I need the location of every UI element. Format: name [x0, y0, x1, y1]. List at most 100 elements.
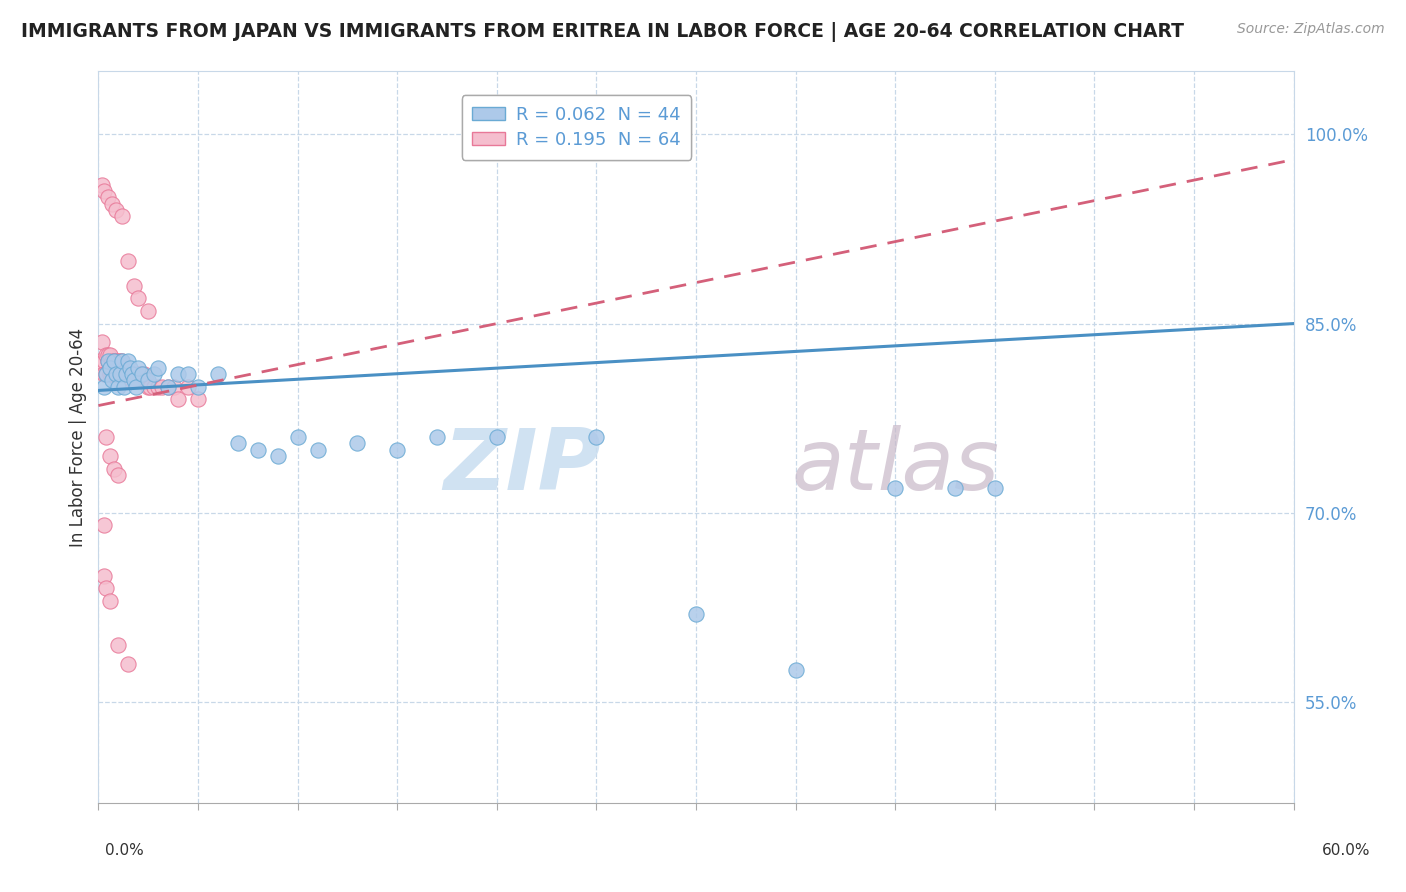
Text: 60.0%: 60.0%	[1323, 843, 1371, 858]
Point	[93, 569, 115, 583]
Point	[96, 348, 118, 362]
Point	[124, 278, 146, 293]
Point	[135, 373, 157, 387]
Point	[110, 354, 132, 368]
Point	[136, 373, 159, 387]
Point	[103, 367, 125, 381]
Point	[246, 442, 269, 457]
Point	[93, 379, 115, 393]
Point	[163, 379, 186, 393]
Point	[101, 367, 124, 381]
Point	[121, 373, 143, 387]
Point	[112, 360, 135, 375]
Point	[485, 430, 508, 444]
Point	[111, 210, 134, 224]
Point	[96, 367, 118, 381]
Point	[110, 360, 132, 375]
Point	[107, 360, 129, 375]
Point	[98, 449, 122, 463]
Point	[143, 367, 166, 381]
Text: ZIP: ZIP	[443, 425, 600, 508]
Point	[177, 367, 200, 381]
Point	[91, 178, 114, 192]
Point	[107, 354, 129, 368]
Y-axis label: In Labor Force | Age 20-64: In Labor Force | Age 20-64	[69, 327, 87, 547]
Point	[124, 373, 146, 387]
Point	[287, 430, 309, 444]
Point	[101, 196, 124, 211]
Point	[187, 379, 209, 393]
Point	[97, 354, 120, 368]
Point	[167, 367, 190, 381]
Point	[385, 442, 409, 457]
Point	[107, 638, 129, 652]
Point	[93, 184, 115, 198]
Point	[93, 354, 115, 368]
Point	[98, 594, 122, 608]
Point	[139, 379, 162, 393]
Point	[120, 367, 142, 381]
Point	[98, 360, 122, 375]
Point	[125, 367, 148, 381]
Point	[89, 354, 111, 368]
Text: atlas: atlas	[792, 425, 1000, 508]
Point	[136, 379, 159, 393]
Point	[111, 367, 134, 381]
Point	[111, 354, 134, 368]
Point	[127, 360, 149, 375]
Point	[167, 392, 190, 407]
Point	[226, 436, 249, 450]
Point	[127, 367, 149, 381]
Point	[107, 467, 129, 482]
Point	[117, 367, 139, 381]
Point	[148, 379, 170, 393]
Point	[96, 430, 118, 444]
Point	[150, 379, 173, 393]
Point	[120, 360, 142, 375]
Point	[1143, 890, 1166, 892]
Point	[105, 367, 128, 381]
Point	[685, 607, 707, 621]
Point	[105, 367, 128, 381]
Point	[91, 335, 114, 350]
Point	[101, 354, 124, 368]
Point	[105, 354, 128, 368]
Point	[984, 481, 1007, 495]
Point	[943, 481, 966, 495]
Point	[1063, 890, 1085, 892]
Point	[125, 379, 148, 393]
Legend: R = 0.062  N = 44, R = 0.195  N = 64: R = 0.062 N = 44, R = 0.195 N = 64	[461, 95, 692, 160]
Point	[98, 348, 122, 362]
Point	[101, 373, 124, 387]
Point	[103, 354, 125, 368]
Point	[110, 367, 132, 381]
Point	[207, 367, 229, 381]
Point	[346, 436, 368, 450]
Point	[267, 449, 290, 463]
Point	[148, 360, 170, 375]
Point	[177, 379, 200, 393]
Point	[117, 354, 139, 368]
Point	[105, 203, 128, 218]
Point	[103, 354, 125, 368]
Point	[157, 379, 180, 393]
Point	[307, 442, 329, 457]
Point	[93, 518, 115, 533]
Point	[117, 253, 139, 268]
Point	[97, 354, 120, 368]
Point	[96, 367, 118, 381]
Point	[107, 379, 129, 393]
Point	[112, 379, 135, 393]
Point	[121, 367, 143, 381]
Point	[157, 379, 180, 393]
Point	[124, 367, 146, 381]
Point	[585, 430, 607, 444]
Text: 0.0%: 0.0%	[105, 843, 145, 858]
Point	[884, 481, 907, 495]
Text: IMMIGRANTS FROM JAPAN VS IMMIGRANTS FROM ERITREA IN LABOR FORCE | AGE 20-64 CORR: IMMIGRANTS FROM JAPAN VS IMMIGRANTS FROM…	[21, 22, 1184, 42]
Point	[143, 379, 166, 393]
Point	[134, 367, 156, 381]
Point	[785, 664, 807, 678]
Point	[127, 291, 149, 305]
Point	[129, 367, 152, 381]
